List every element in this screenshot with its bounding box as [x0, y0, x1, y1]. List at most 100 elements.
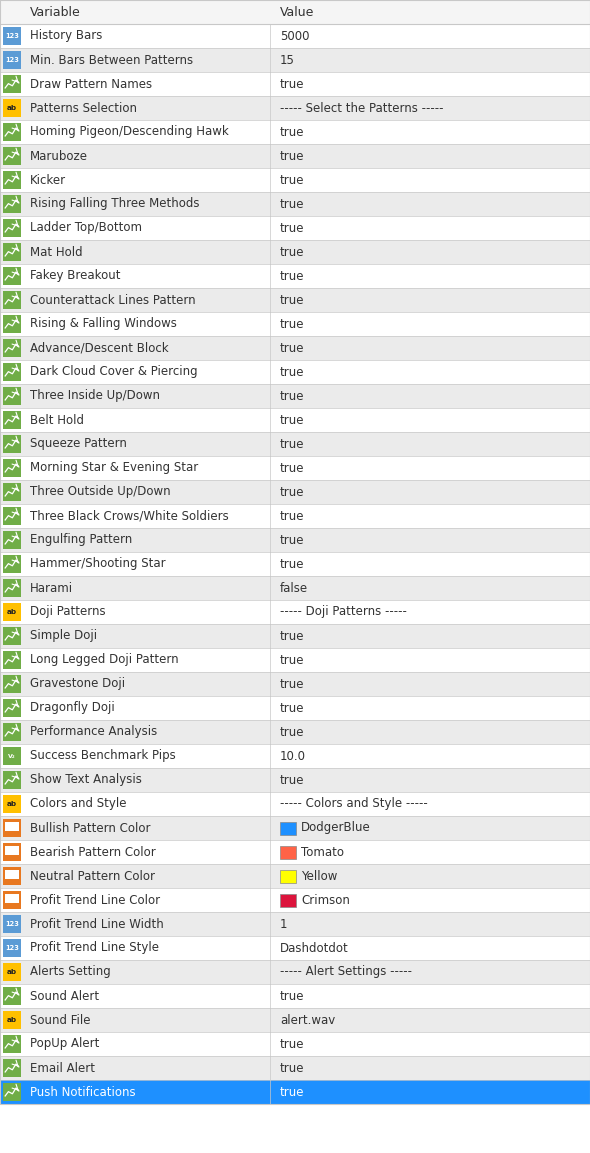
Bar — [3, 675, 21, 693]
Text: Bullish Pattern Color: Bullish Pattern Color — [30, 821, 150, 835]
Text: ab: ab — [7, 801, 17, 807]
Bar — [3, 195, 21, 213]
Bar — [0, 240, 590, 264]
Text: Fakey Breakout: Fakey Breakout — [30, 270, 120, 282]
Bar — [3, 507, 21, 525]
Text: true: true — [280, 437, 304, 451]
Bar — [0, 71, 590, 96]
Text: true: true — [280, 678, 304, 691]
Bar — [3, 819, 21, 837]
Text: true: true — [280, 246, 304, 258]
Bar — [0, 744, 590, 768]
Bar — [0, 912, 590, 936]
Text: ----- Alert Settings -----: ----- Alert Settings ----- — [280, 965, 412, 979]
Bar — [0, 384, 590, 408]
Bar — [3, 1035, 21, 1053]
Text: true: true — [280, 197, 304, 211]
Bar — [3, 267, 21, 285]
Text: true: true — [280, 461, 304, 475]
Text: true: true — [280, 126, 304, 138]
Bar — [3, 291, 21, 309]
Bar — [280, 845, 296, 859]
Bar — [3, 99, 21, 116]
Text: ab: ab — [7, 105, 17, 111]
Bar — [3, 651, 21, 669]
Bar — [0, 552, 590, 576]
Text: Email Alert: Email Alert — [30, 1062, 95, 1075]
Text: Value: Value — [280, 6, 314, 18]
Bar — [0, 841, 590, 864]
Bar — [3, 339, 21, 357]
Bar — [280, 894, 296, 906]
Text: Tomato: Tomato — [301, 845, 344, 859]
Bar — [0, 144, 590, 168]
Text: true: true — [280, 77, 304, 90]
Bar — [0, 936, 590, 960]
Text: true: true — [280, 341, 304, 354]
Bar — [3, 915, 21, 933]
Bar — [3, 75, 21, 93]
Bar — [5, 903, 19, 906]
Bar — [0, 96, 590, 120]
Bar — [3, 243, 21, 261]
Text: Min. Bars Between Patterns: Min. Bars Between Patterns — [30, 53, 193, 67]
Bar — [3, 51, 21, 69]
Bar — [3, 555, 21, 573]
Text: Belt Hold: Belt Hold — [30, 414, 84, 427]
Bar — [3, 771, 21, 789]
Text: true: true — [280, 1062, 304, 1075]
Bar — [0, 0, 590, 24]
Bar — [0, 288, 590, 312]
Text: Morning Star & Evening Star: Morning Star & Evening Star — [30, 461, 198, 475]
Text: alert.wav: alert.wav — [280, 1013, 335, 1026]
Bar — [3, 627, 21, 645]
Text: Homing Pigeon/Descending Hawk: Homing Pigeon/Descending Hawk — [30, 126, 229, 138]
Bar — [3, 723, 21, 741]
Bar — [3, 1011, 21, 1028]
Text: Profit Trend Line Color: Profit Trend Line Color — [30, 894, 160, 906]
Text: 123: 123 — [5, 56, 19, 63]
Bar — [280, 869, 296, 882]
Text: Yellow: Yellow — [301, 869, 337, 882]
Text: Harami: Harami — [30, 581, 73, 595]
Text: Rising Falling Three Methods: Rising Falling Three Methods — [30, 197, 199, 211]
Text: Profit Trend Line Style: Profit Trend Line Style — [30, 942, 159, 955]
Bar — [0, 193, 590, 216]
Text: true: true — [280, 270, 304, 282]
Bar — [0, 768, 590, 792]
Bar — [5, 854, 19, 859]
Bar — [3, 1083, 21, 1101]
Bar — [3, 435, 21, 453]
Text: ----- Colors and Style -----: ----- Colors and Style ----- — [280, 798, 428, 811]
Bar — [0, 48, 590, 71]
Bar — [0, 576, 590, 600]
Text: 10.0: 10.0 — [280, 749, 306, 762]
Bar — [3, 171, 21, 189]
Bar — [3, 843, 21, 861]
Text: true: true — [280, 485, 304, 498]
Text: true: true — [280, 701, 304, 715]
Text: 1: 1 — [280, 918, 287, 930]
Text: Dragonfly Doji: Dragonfly Doji — [30, 701, 114, 715]
Bar — [3, 146, 21, 165]
Text: true: true — [280, 366, 304, 378]
Text: true: true — [280, 725, 304, 739]
Bar — [0, 1080, 590, 1105]
Text: Maruboze: Maruboze — [30, 150, 88, 163]
Bar — [3, 410, 21, 429]
Text: true: true — [280, 294, 304, 307]
Text: true: true — [280, 173, 304, 187]
Bar — [0, 864, 590, 888]
Bar — [5, 895, 19, 903]
Bar — [0, 120, 590, 144]
Text: Neutral Pattern Color: Neutral Pattern Color — [30, 869, 155, 882]
Text: true: true — [280, 654, 304, 666]
Text: Variable: Variable — [30, 6, 81, 18]
Bar — [3, 891, 21, 909]
Bar — [5, 879, 19, 882]
Text: Three Outside Up/Down: Three Outside Up/Down — [30, 485, 171, 498]
Text: Advance/Descent Block: Advance/Descent Block — [30, 341, 169, 354]
Text: Success Benchmark Pips: Success Benchmark Pips — [30, 749, 176, 762]
Bar — [3, 483, 21, 502]
Text: Bearish Pattern Color: Bearish Pattern Color — [30, 845, 156, 859]
